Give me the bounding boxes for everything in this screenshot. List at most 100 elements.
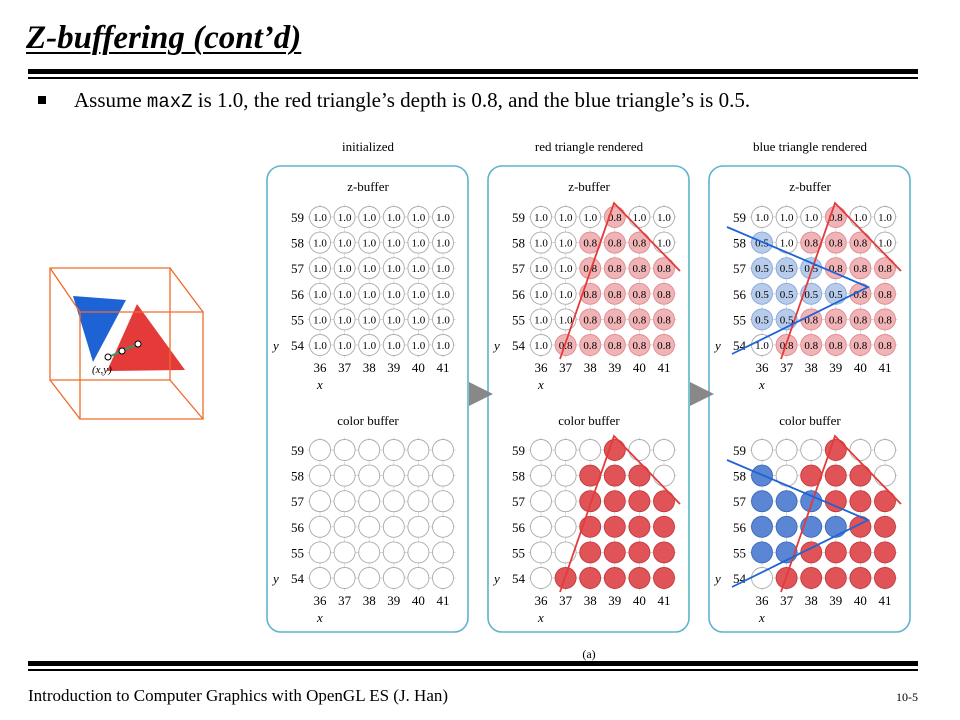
zbuffer-cell: 1.0 bbox=[381, 281, 407, 307]
ray-point bbox=[134, 340, 142, 348]
color-cell bbox=[332, 514, 358, 540]
color-cell bbox=[749, 565, 775, 591]
zbuffer-cell: 1.0 bbox=[356, 332, 382, 358]
color-cell bbox=[626, 565, 652, 591]
zbuffer-value: 1.0 bbox=[633, 212, 647, 224]
color-cell bbox=[430, 463, 456, 489]
zbuffer-cell: 1.0 bbox=[847, 204, 873, 230]
zbuffer-cell: 1.0 bbox=[749, 204, 775, 230]
x-tick-label: 39 bbox=[829, 360, 842, 375]
zbuffer-cell: 1.0 bbox=[356, 230, 382, 256]
zbuffer-value: 1.0 bbox=[657, 238, 671, 250]
zbuffer-cell: 1.0 bbox=[307, 281, 333, 307]
color-cell bbox=[577, 437, 603, 463]
x-tick-label: 37 bbox=[559, 360, 573, 375]
zbuffer-value: 0.8 bbox=[854, 238, 868, 250]
color-cell bbox=[798, 514, 824, 540]
zbuffer-cell: 0.8 bbox=[626, 332, 652, 358]
zbuffer-value: 0.8 bbox=[583, 289, 597, 301]
zbuffer-value: 1.0 bbox=[854, 212, 868, 224]
zbuffer-cell: 0.8 bbox=[602, 332, 628, 358]
zbuffer-value: 0.8 bbox=[804, 238, 818, 250]
zbuffer-cell: 1.0 bbox=[528, 281, 554, 307]
color-cell bbox=[847, 488, 873, 514]
x-tick-label: 38 bbox=[363, 593, 376, 608]
zbuffer-cell: 1.0 bbox=[430, 255, 456, 281]
color-cell bbox=[430, 488, 456, 514]
y-tick-label: 57 bbox=[733, 494, 747, 509]
zbuffer-cell: 1.0 bbox=[553, 204, 579, 230]
color-cell bbox=[553, 514, 579, 540]
y-tick-label: 57 bbox=[512, 261, 526, 276]
zbuffer-cell: 1.0 bbox=[430, 306, 456, 332]
color-cell bbox=[798, 488, 824, 514]
color-cell bbox=[577, 565, 603, 591]
zbuffer-cell: 1.0 bbox=[332, 255, 358, 281]
y-tick-label: 55 bbox=[291, 312, 304, 327]
zbuffer-value: 1.0 bbox=[534, 340, 548, 352]
x-tick-label: 40 bbox=[854, 593, 867, 608]
zbuffer-value: 1.0 bbox=[755, 212, 769, 224]
zbuffer-cell: 0.8 bbox=[602, 281, 628, 307]
footer-text: Introduction to Computer Graphics with O… bbox=[28, 686, 449, 705]
zbuffer-cell: 0.8 bbox=[577, 306, 603, 332]
zbuffer-cell: 1.0 bbox=[872, 204, 898, 230]
y-tick-label: 55 bbox=[733, 545, 746, 560]
y-tick-label: 56 bbox=[512, 287, 526, 302]
color-cell bbox=[872, 514, 898, 540]
zbuffer-value: 1.0 bbox=[878, 212, 892, 224]
zbuffer-value: 0.8 bbox=[878, 289, 892, 301]
zbuffer-value: 0.8 bbox=[583, 340, 597, 352]
zbuffer-value: 1.0 bbox=[436, 263, 450, 275]
x-tick-label: 41 bbox=[879, 593, 892, 608]
zbuffer-value: 0.8 bbox=[633, 314, 647, 326]
zbuffer-value: 0.8 bbox=[559, 340, 573, 352]
zbuffer-value: 0.8 bbox=[878, 314, 892, 326]
zbuffer-cell: 1.0 bbox=[332, 306, 358, 332]
y-axis-label: y bbox=[492, 571, 500, 586]
y-axis-label: y bbox=[492, 338, 500, 353]
zbuffer-value: 1.0 bbox=[534, 238, 548, 250]
x-tick-label: 41 bbox=[437, 593, 450, 608]
color-cell bbox=[847, 514, 873, 540]
zbuffer-cell: 1.0 bbox=[774, 204, 800, 230]
zbuffer-value: 0.8 bbox=[829, 340, 843, 352]
y-axis-label: y bbox=[271, 338, 279, 353]
triangles-3d-illustration: (x,y) bbox=[49, 267, 204, 420]
color-cell bbox=[553, 437, 579, 463]
color-cell bbox=[356, 514, 382, 540]
zbuffer-value: 1.0 bbox=[362, 212, 376, 224]
zbuffer-value: 0.8 bbox=[829, 238, 843, 250]
zbuffer-value: 1.0 bbox=[338, 212, 352, 224]
zbuffer-value: 0.8 bbox=[804, 314, 818, 326]
zbuffer-cell: 0.8 bbox=[823, 255, 849, 281]
zbuffer-value: 1.0 bbox=[780, 212, 794, 224]
zbuffer-cell: 0.8 bbox=[847, 255, 873, 281]
color-cell bbox=[332, 463, 358, 489]
zbuffer-cell: 0.5 bbox=[774, 281, 800, 307]
x-tick-label: 36 bbox=[756, 360, 770, 375]
zbuffer-cell: 1.0 bbox=[651, 230, 677, 256]
x-tick-label: 36 bbox=[756, 593, 770, 608]
footer-rule-thick bbox=[28, 661, 918, 666]
x-tick-label: 36 bbox=[314, 360, 328, 375]
color-cell bbox=[528, 565, 554, 591]
x-tick-label: 41 bbox=[658, 360, 671, 375]
colorbuffer-label: color buffer bbox=[558, 413, 620, 428]
color-cell bbox=[774, 488, 800, 514]
y-tick-label: 56 bbox=[291, 520, 305, 535]
zbuffer-value: 0.8 bbox=[633, 263, 647, 275]
y-tick-label: 58 bbox=[512, 236, 525, 251]
x-axis-label: x bbox=[758, 610, 765, 625]
y-tick-label: 55 bbox=[733, 312, 746, 327]
zbuffer-cell: 0.8 bbox=[872, 332, 898, 358]
view-volume-box bbox=[49, 267, 204, 420]
x-tick-label: 40 bbox=[633, 360, 646, 375]
color-cell bbox=[381, 437, 407, 463]
color-cell bbox=[651, 565, 677, 591]
color-cell bbox=[381, 463, 407, 489]
zbuffer-value: 0.8 bbox=[878, 340, 892, 352]
color-cell bbox=[626, 463, 652, 489]
colorbuffer-grid: 59 58 57 56 55 54 y 36 37 38 39 40 41 x bbox=[271, 437, 456, 625]
zbuffer-cell: 0.8 bbox=[847, 281, 873, 307]
